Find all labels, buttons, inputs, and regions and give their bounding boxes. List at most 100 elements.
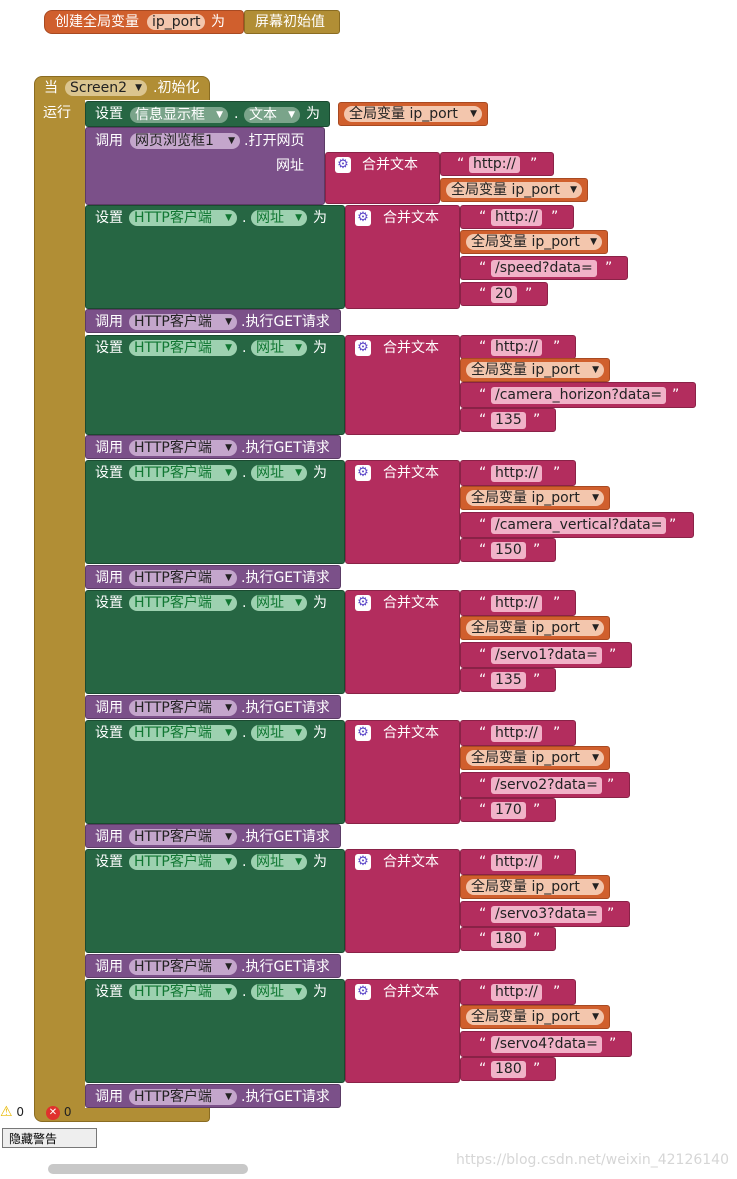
component-dropdown-http[interactable]: HTTP客户端 ▼ xyxy=(129,465,237,481)
gear-icon[interactable]: ⚙ xyxy=(355,595,371,611)
set-http-url-block[interactable]: 设置 HTTP客户端 ▼ . 网址 ▼ 为 xyxy=(85,590,345,694)
component-dropdown-http[interactable]: HTTP客户端 ▼ xyxy=(129,829,237,845)
text-block[interactable]: “ http:// ” xyxy=(460,849,576,875)
text-field[interactable]: /servo4?data= xyxy=(491,1036,602,1053)
text-field[interactable]: http:// xyxy=(491,465,542,482)
call-http-get-block[interactable]: 调用 HTTP客户端 ▼ .执行GET请求 xyxy=(85,824,341,848)
text-block[interactable]: “ 180 ” xyxy=(460,1057,556,1081)
call-http-get-block[interactable]: 调用 HTTP客户端 ▼ .执行GET请求 xyxy=(85,565,341,589)
text-block[interactable]: “ /servo3?data= ” xyxy=(460,901,630,927)
set-http-url-block[interactable]: 设置 HTTP客户端 ▼ . 网址 ▼ 为 xyxy=(85,849,345,953)
text-field[interactable]: /servo1?data= xyxy=(491,647,602,664)
text-block[interactable]: “ 170 ” xyxy=(460,798,556,822)
text-field[interactable]: http:// xyxy=(491,984,542,1001)
text-block[interactable]: “ /servo4?data= ” xyxy=(460,1031,632,1057)
text-field[interactable]: 170 xyxy=(491,802,526,819)
text-field[interactable]: /servo2?data= xyxy=(491,777,602,794)
join-block[interactable]: ⚙ 合并文本 xyxy=(345,590,460,694)
get-global-block[interactable]: 全局变量 ip_port ▼ xyxy=(460,746,610,770)
property-dropdown-url[interactable]: 网址 ▼ xyxy=(251,984,307,1000)
text-block[interactable]: “ http:// ” xyxy=(460,590,576,616)
get-global-block[interactable]: 全局变量 ip_port ▼ xyxy=(460,1005,610,1029)
text-field[interactable]: http:// xyxy=(469,156,520,173)
call-http-get-block[interactable]: 调用 HTTP客户端 ▼ .执行GET请求 xyxy=(85,435,341,459)
global-var-dropdown[interactable]: 全局变量 ip_port ▼ xyxy=(466,1009,604,1025)
get-global-block[interactable]: 全局变量 ip_port ▼ xyxy=(460,230,608,254)
set-http-url-block[interactable]: 设置 HTTP客户端 ▼ . 网址 ▼ 为 xyxy=(85,460,345,564)
text-block[interactable]: “ http:// ” xyxy=(460,205,574,229)
text-block[interactable]: “ 20 ” xyxy=(460,282,548,306)
get-global-block[interactable]: 全局变量 ip_port ▼ xyxy=(338,102,488,126)
global-name-field[interactable]: ip_port xyxy=(147,14,206,30)
gear-icon[interactable]: ⚙ xyxy=(355,725,371,741)
get-global-block[interactable]: 全局变量 ip_port ▼ xyxy=(460,486,610,510)
join-block[interactable]: ⚙ 合并文本 xyxy=(345,335,460,435)
screen-dropdown[interactable]: Screen2 ▼ xyxy=(65,80,147,96)
event-block-screen2-init[interactable]: 当 Screen2 ▼ .初始化 xyxy=(34,76,210,100)
component-dropdown-webviewer[interactable]: 网页浏览框1 ▼ xyxy=(130,133,240,149)
call-http-get-block[interactable]: 调用 HTTP客户端 ▼ .执行GET请求 xyxy=(85,309,341,333)
join-block[interactable]: ⚙ 合并文本 xyxy=(345,849,460,953)
text-field[interactable]: http:// xyxy=(491,209,542,226)
text-block[interactable]: “ /camera_vertical?data= ” xyxy=(460,512,694,538)
call-http-get-block[interactable]: 调用 HTTP客户端 ▼ .执行GET请求 xyxy=(85,954,341,978)
text-block[interactable]: “ /servo1?data= ” xyxy=(460,642,632,668)
text-field[interactable]: http:// xyxy=(491,339,542,356)
property-dropdown-url[interactable]: 网址 ▼ xyxy=(251,854,307,870)
gear-icon[interactable]: ⚙ xyxy=(355,210,371,226)
global-var-dropdown[interactable]: 全局变量 ip_port ▼ xyxy=(466,362,604,378)
call-webviewer-gotourl-block[interactable]: 调用 网页浏览框1 ▼ .打开网页 网址 xyxy=(85,127,325,205)
text-field[interactable]: /camera_horizon?data= xyxy=(491,387,667,404)
text-block[interactable]: “ http:// ” xyxy=(460,335,576,359)
get-global-block[interactable]: 全局变量 ip_port ▼ xyxy=(460,616,610,640)
property-dropdown-url[interactable]: 网址 ▼ xyxy=(251,210,307,226)
text-field[interactable]: 135 xyxy=(491,672,526,689)
global-variable-block[interactable]: 创建全局变量 ip_port 为 xyxy=(44,10,244,34)
screen-init-value-block[interactable]: 屏幕初始值 xyxy=(244,10,340,34)
get-global-block[interactable]: 全局变量 ip_port ▼ xyxy=(460,358,610,382)
horizontal-scrollbar[interactable] xyxy=(48,1164,248,1174)
gear-icon[interactable]: ⚙ xyxy=(355,854,371,870)
gear-icon[interactable]: ⚙ xyxy=(335,157,351,173)
global-var-dropdown[interactable]: 全局变量 ip_port ▼ xyxy=(466,490,604,506)
call-http-get-block[interactable]: 调用 HTTP客户端 ▼ .执行GET请求 xyxy=(85,1084,341,1108)
global-var-dropdown[interactable]: 全局变量 ip_port ▼ xyxy=(446,182,582,198)
set-http-url-block[interactable]: 设置 HTTP客户端 ▼ . 网址 ▼ 为 xyxy=(85,720,345,824)
component-dropdown-http[interactable]: HTTP客户端 ▼ xyxy=(129,984,237,1000)
property-dropdown-url[interactable]: 网址 ▼ xyxy=(251,340,307,356)
text-block[interactable]: “ http:// ” xyxy=(460,460,576,486)
text-block[interactable]: “ http:// ” xyxy=(460,979,576,1005)
gear-icon[interactable]: ⚙ xyxy=(355,465,371,481)
text-block[interactable]: “ http:// ” xyxy=(440,152,554,176)
component-dropdown-http[interactable]: HTTP客户端 ▼ xyxy=(129,440,237,456)
component-dropdown-http[interactable]: HTTP客户端 ▼ xyxy=(129,700,237,716)
component-dropdown-label[interactable]: 信息显示框 ▼ xyxy=(130,107,228,123)
property-dropdown-url[interactable]: 网址 ▼ xyxy=(251,725,307,741)
text-block[interactable]: “ 135 ” xyxy=(460,668,556,692)
warning-indicator[interactable]: ⚠ 0 xyxy=(0,1103,24,1121)
join-block[interactable]: ⚙ 合并文本 xyxy=(345,979,460,1083)
text-block[interactable]: “ 180 ” xyxy=(460,927,556,951)
set-http-url-block[interactable]: 设置 HTTP客户端 ▼ . 网址 ▼ 为 xyxy=(85,335,345,435)
set-label-text-block[interactable]: 设置 信息显示框 ▼ . 文本 ▼ 为 xyxy=(85,101,330,127)
global-var-dropdown[interactable]: 全局变量 ip_port ▼ xyxy=(466,620,604,636)
global-var-dropdown[interactable]: 全局变量 ip_port ▼ xyxy=(466,879,604,895)
join-block[interactable]: ⚙ 合并文本 xyxy=(325,152,440,204)
component-dropdown-http[interactable]: HTTP客户端 ▼ xyxy=(129,725,237,741)
component-dropdown-http[interactable]: HTTP客户端 ▼ xyxy=(129,1089,237,1105)
join-block[interactable]: ⚙ 合并文本 xyxy=(345,205,460,309)
component-dropdown-http[interactable]: HTTP客户端 ▼ xyxy=(129,570,237,586)
text-field[interactable]: /servo3?data= xyxy=(491,906,602,923)
set-http-url-block[interactable]: 设置 HTTP客户端 ▼ . 网址 ▼ 为 xyxy=(85,205,345,309)
call-http-get-block[interactable]: 调用 HTTP客户端 ▼ .执行GET请求 xyxy=(85,695,341,719)
property-dropdown-text[interactable]: 文本 ▼ xyxy=(244,107,300,123)
text-block[interactable]: “ 150 ” xyxy=(460,538,556,562)
hide-warnings-button[interactable]: 隐藏警告 xyxy=(2,1128,97,1148)
text-block[interactable]: “ /speed?data= ” xyxy=(460,256,628,280)
text-field[interactable]: 150 xyxy=(491,542,526,559)
text-field[interactable]: 180 xyxy=(491,931,526,948)
text-field[interactable]: 135 xyxy=(491,412,526,429)
text-block[interactable]: “ /servo2?data= ” xyxy=(460,772,630,798)
text-block[interactable]: “ 135 ” xyxy=(460,408,556,432)
get-global-block[interactable]: 全局变量 ip_port ▼ xyxy=(440,178,588,202)
